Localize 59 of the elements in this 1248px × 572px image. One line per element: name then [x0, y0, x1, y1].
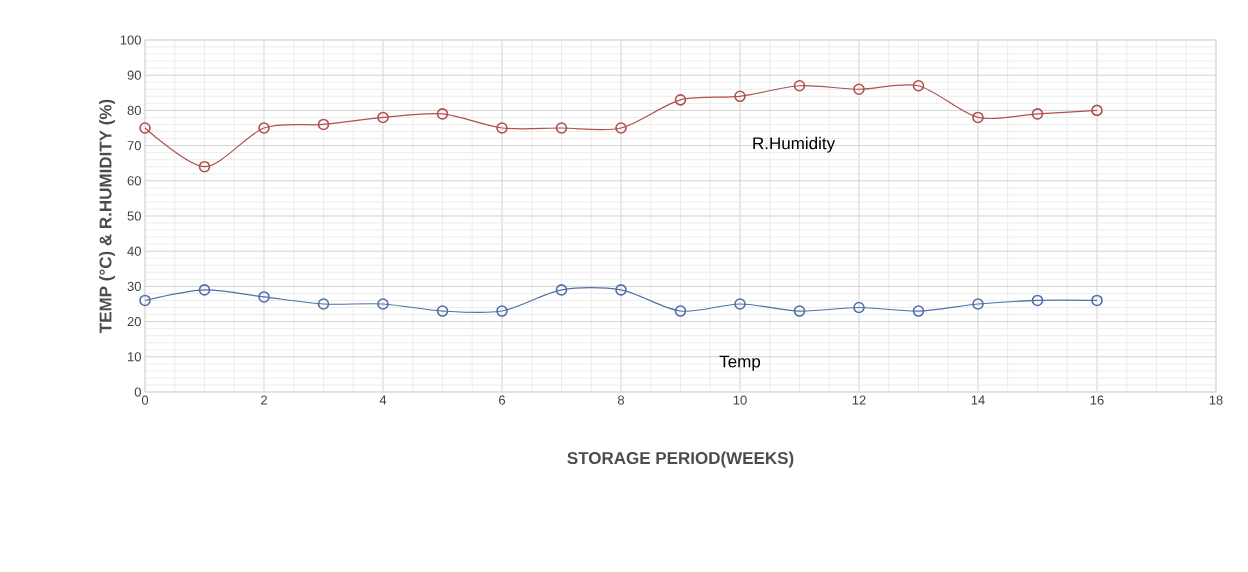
point [258, 122, 270, 134]
y-tick-label: 90 [127, 70, 141, 80]
point [674, 305, 687, 317]
point [912, 79, 925, 92]
y-axis-title: TEMP (°C) & R.HUMIDITY (%) [99, 99, 115, 333]
y-tick-label: 70 [127, 140, 141, 151]
point [317, 298, 330, 310]
point [853, 301, 865, 314]
point [674, 94, 687, 106]
point [793, 305, 806, 317]
point [972, 111, 984, 124]
point [734, 90, 746, 103]
point [734, 298, 746, 310]
point [198, 284, 211, 296]
point [496, 122, 508, 134]
x-tick-label: 18 [1209, 395, 1223, 405]
point [258, 291, 270, 303]
point [615, 284, 627, 296]
point [496, 305, 508, 317]
point [1031, 294, 1044, 307]
y-tick-label: 30 [127, 281, 141, 291]
point [377, 111, 389, 124]
point [972, 298, 984, 310]
x-tick-label: 10 [733, 395, 747, 405]
point [615, 122, 627, 134]
point [1031, 108, 1044, 120]
y-tick-label: 20 [127, 316, 141, 327]
point [317, 118, 330, 131]
y-tick-label: 10 [128, 352, 141, 362]
point [198, 160, 211, 173]
x-axis-title: STORAGE PERIOD(WEEKS) [567, 451, 794, 468]
x-tick-label: 2 [261, 395, 267, 405]
point [555, 122, 568, 134]
point [912, 305, 925, 317]
y-tick-label: 100 [120, 35, 141, 45]
point [555, 284, 568, 296]
y-tick-label: 80 [127, 105, 141, 115]
point [1091, 104, 1103, 117]
x-tick-label: 6 [499, 395, 506, 405]
point [377, 298, 389, 310]
y-tick-label: 0 [134, 387, 141, 397]
point [793, 79, 806, 92]
x-tick-label: 8 [617, 395, 625, 405]
y-tick-label: 40 [127, 246, 141, 256]
point [853, 83, 865, 96]
text: R.Humidity [753, 136, 836, 153]
text: Temp [719, 355, 761, 371]
point [436, 108, 449, 120]
point [139, 122, 151, 134]
point [139, 294, 151, 307]
y-tick-label: 50 [127, 211, 141, 221]
x-tick-label: 12 [852, 395, 866, 405]
x-tick-label: 0 [141, 395, 149, 405]
y-tick-label: 60 [127, 176, 141, 186]
point [436, 305, 449, 317]
x-tick-label: 16 [1090, 395, 1104, 405]
x-tick-label: 14 [971, 395, 985, 405]
x-tick-label: 4 [379, 395, 387, 405]
point [1091, 294, 1103, 307]
